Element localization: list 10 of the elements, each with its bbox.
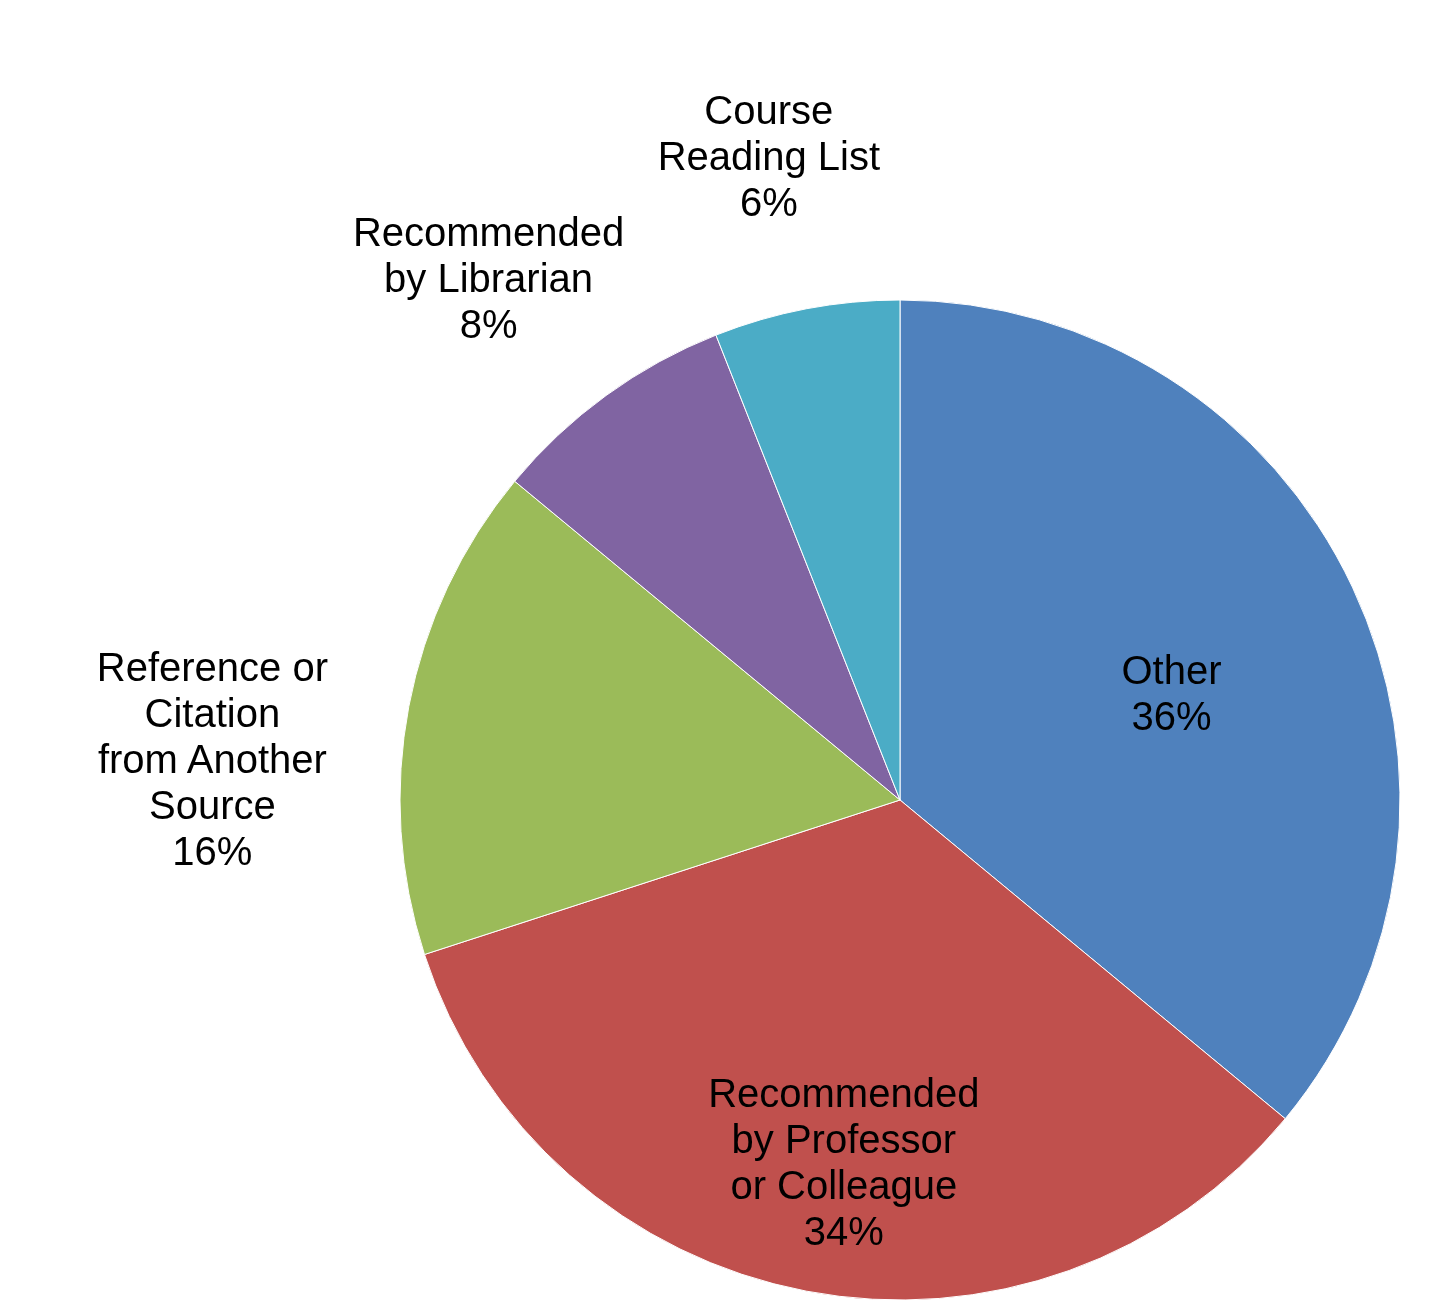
data-label: 8% <box>459 301 518 346</box>
slice-label: Reference or Citation from Another Source <box>96 644 329 827</box>
data-label: 16% <box>172 828 253 873</box>
slice-label: Recommended by Professor or Colleague <box>708 1070 980 1207</box>
slice-label: Other <box>1121 648 1222 693</box>
data-label: 36% <box>1131 694 1212 739</box>
slice-label: Recommended by Librarian <box>352 209 625 300</box>
data-label: 6% <box>739 180 798 225</box>
data-label: 34% <box>803 1208 884 1253</box>
slice-label: Course Reading List <box>657 88 881 179</box>
